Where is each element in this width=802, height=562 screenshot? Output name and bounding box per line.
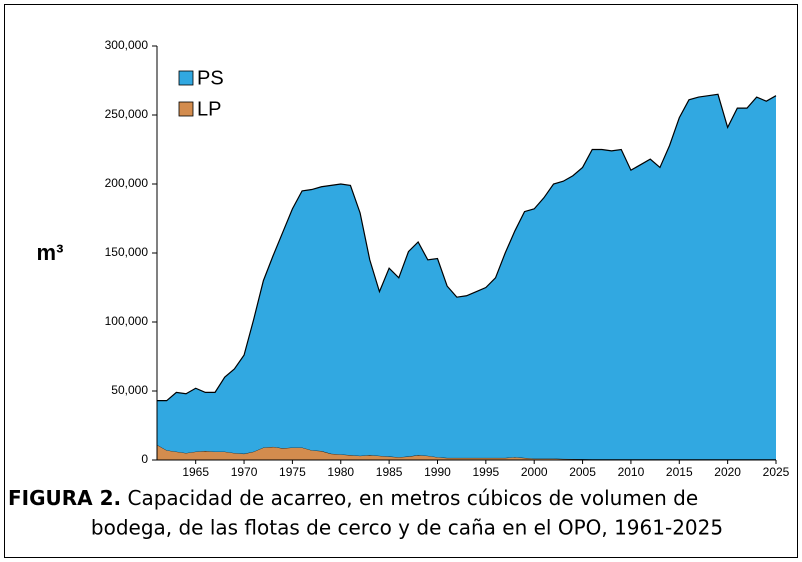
y-tick-label: 200,000 (105, 176, 149, 190)
x-tick-label: 1985 (376, 465, 403, 479)
x-tick-label: 1990 (424, 465, 451, 479)
y-tick-label: 50,000 (111, 383, 148, 397)
area (157, 444, 776, 460)
caption-text: Capacidad de acarreo, en metros cúbicos … (127, 486, 698, 510)
y-tick-label: 150,000 (105, 245, 149, 259)
x-tick-label: 1965 (182, 465, 209, 479)
caption-text: bodega, de las flotas de cerco y de caña… (91, 516, 723, 540)
area-outline (157, 93, 777, 402)
legend-label: LP (197, 98, 221, 120)
x-tick-label: 1995 (472, 465, 499, 479)
legend-label: PS (197, 67, 224, 89)
caption-line: FIGURA 2. Capacidad de acarreo, en metro… (8, 486, 698, 510)
y-axis-label: m³ (37, 240, 64, 265)
x-tick-label: 2025 (763, 465, 790, 479)
legend-swatch (178, 101, 194, 117)
frame (4, 4, 798, 558)
x-tick-label: 1980 (327, 465, 354, 479)
y-tick-label: 0 (141, 452, 148, 466)
y-tick-label: 300,000 (105, 38, 149, 52)
legend-swatch (178, 70, 194, 86)
x-tick-label: 2020 (714, 465, 741, 479)
x-tick-label: 2010 (618, 465, 645, 479)
x-tick-label: 1975 (279, 465, 306, 479)
x-tick-label: 2000 (521, 465, 548, 479)
y-tick-label: 100,000 (105, 314, 149, 328)
x-tick-label: 2005 (569, 465, 596, 479)
x-tick-label: 2015 (666, 465, 693, 479)
caption-label: FIGURA 2. (8, 486, 121, 510)
x-tick-label: 1970 (231, 465, 258, 479)
area (157, 94, 776, 460)
y-tick-label: 250,000 (105, 107, 149, 121)
